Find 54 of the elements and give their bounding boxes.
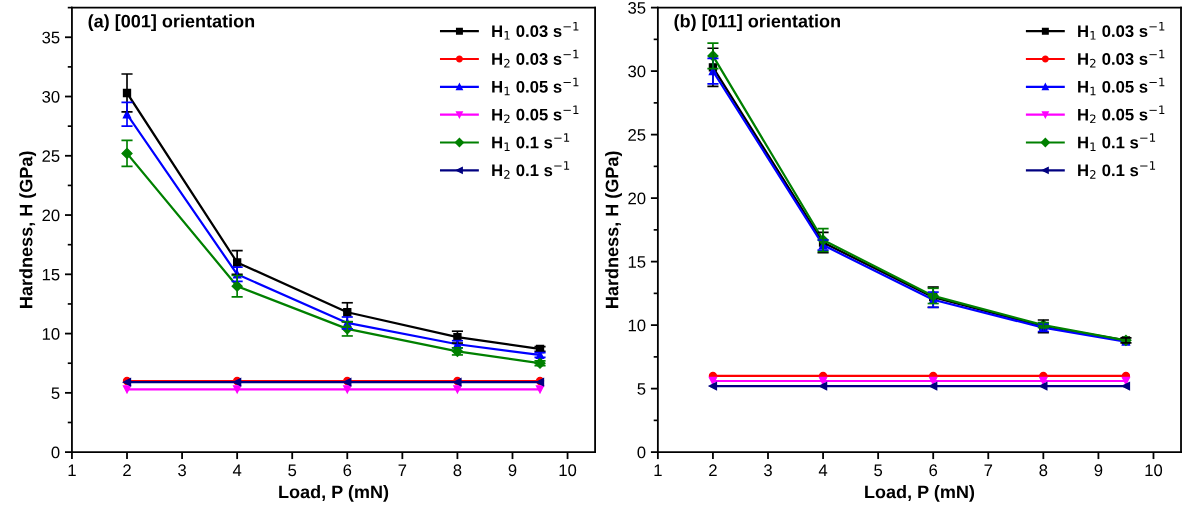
x-tick-label: 4: [232, 464, 242, 476]
x-axis-title: Load, P (mN): [279, 485, 389, 502]
x-tick-label: 2: [123, 464, 131, 476]
y-axis-title: Hardness, H (GPa): [19, 151, 37, 308]
x-tick-label: 4: [818, 464, 828, 476]
legend-label: H$_{2}$ 0.1 s$^{−1}$: [1078, 161, 1156, 179]
x-tick-label: 3: [178, 464, 186, 477]
x-tick-label: 6: [929, 464, 938, 477]
x-tick-label: 3: [764, 464, 772, 477]
x-tick-label: 7: [984, 464, 993, 476]
x-tick-label: 7: [398, 464, 407, 476]
legend-label: H$_{1}$ 0.03 s$^{−1}$: [492, 22, 579, 40]
legend-label: H$_{1}$ 0.03 s$^{−1}$: [1078, 22, 1165, 40]
x-tick-label: 10: [559, 464, 577, 477]
y-tick-label: 20: [628, 192, 646, 205]
x-tick-label: 5: [874, 464, 883, 477]
y-tick-label: 0: [637, 446, 646, 459]
legend-label: H$_{2}$ 0.05 s$^{−1}$: [492, 105, 579, 124]
y-tick-label: 5: [637, 383, 646, 395]
y-tick-label: 20: [42, 209, 60, 222]
x-tick-label: 9: [508, 464, 517, 477]
y-tick-label: 35: [628, 2, 646, 14]
x-tick-label: 5: [288, 464, 297, 477]
x-axis-title: Load, P (mN): [865, 485, 975, 502]
y-tick-label: 25: [42, 150, 60, 162]
y-axis-title: Hardness, H (GPa): [605, 151, 622, 308]
y-tick-label: 15: [628, 256, 646, 268]
legend-label: H$_{1}$ 0.05 s$^{−1}$: [492, 77, 579, 96]
y-tick-label: 5: [51, 387, 60, 400]
x-tick-label: 8: [453, 464, 462, 477]
legend-label: H$_{2}$ 0.05 s$^{−1}$: [1078, 105, 1165, 124]
y-tick-label: 10: [628, 319, 646, 332]
legend-label: H$_{1}$ 0.1 s$^{−1}$: [1078, 133, 1156, 151]
x-tick-label: 8: [1039, 464, 1048, 477]
legend-label: H$_{1}$ 0.05 s$^{−1}$: [1078, 77, 1165, 96]
legend-label: H$_{2}$ 0.03 s$^{−1}$: [492, 49, 579, 68]
x-tick-label: 6: [343, 464, 352, 477]
legend-label: H$_{2}$ 0.03 s$^{−1}$: [1078, 49, 1165, 68]
y-tick-label: 0: [51, 446, 60, 459]
x-tick-label: 1: [654, 464, 662, 476]
chart-title: (a) [001] orientation: [88, 14, 255, 32]
x-tick-label: 9: [1094, 464, 1103, 477]
y-tick-label: 15: [42, 268, 60, 281]
legend-label: H$_{1}$ 0.1 s$^{−1}$: [492, 133, 570, 151]
x-tick-label: 10: [1145, 464, 1163, 477]
x-tick-label: 1: [68, 464, 76, 476]
y-tick-label: 35: [42, 31, 60, 44]
chart-title: (b) [011] orientation: [674, 14, 840, 32]
y-tick-label: 30: [628, 65, 646, 78]
y-tick-label: 25: [628, 129, 646, 141]
x-tick-label: 2: [709, 464, 717, 476]
y-tick-label: 30: [42, 90, 60, 103]
legend-label: H$_{2}$ 0.1 s$^{−1}$: [492, 161, 570, 179]
y-tick-label: 10: [42, 327, 60, 340]
